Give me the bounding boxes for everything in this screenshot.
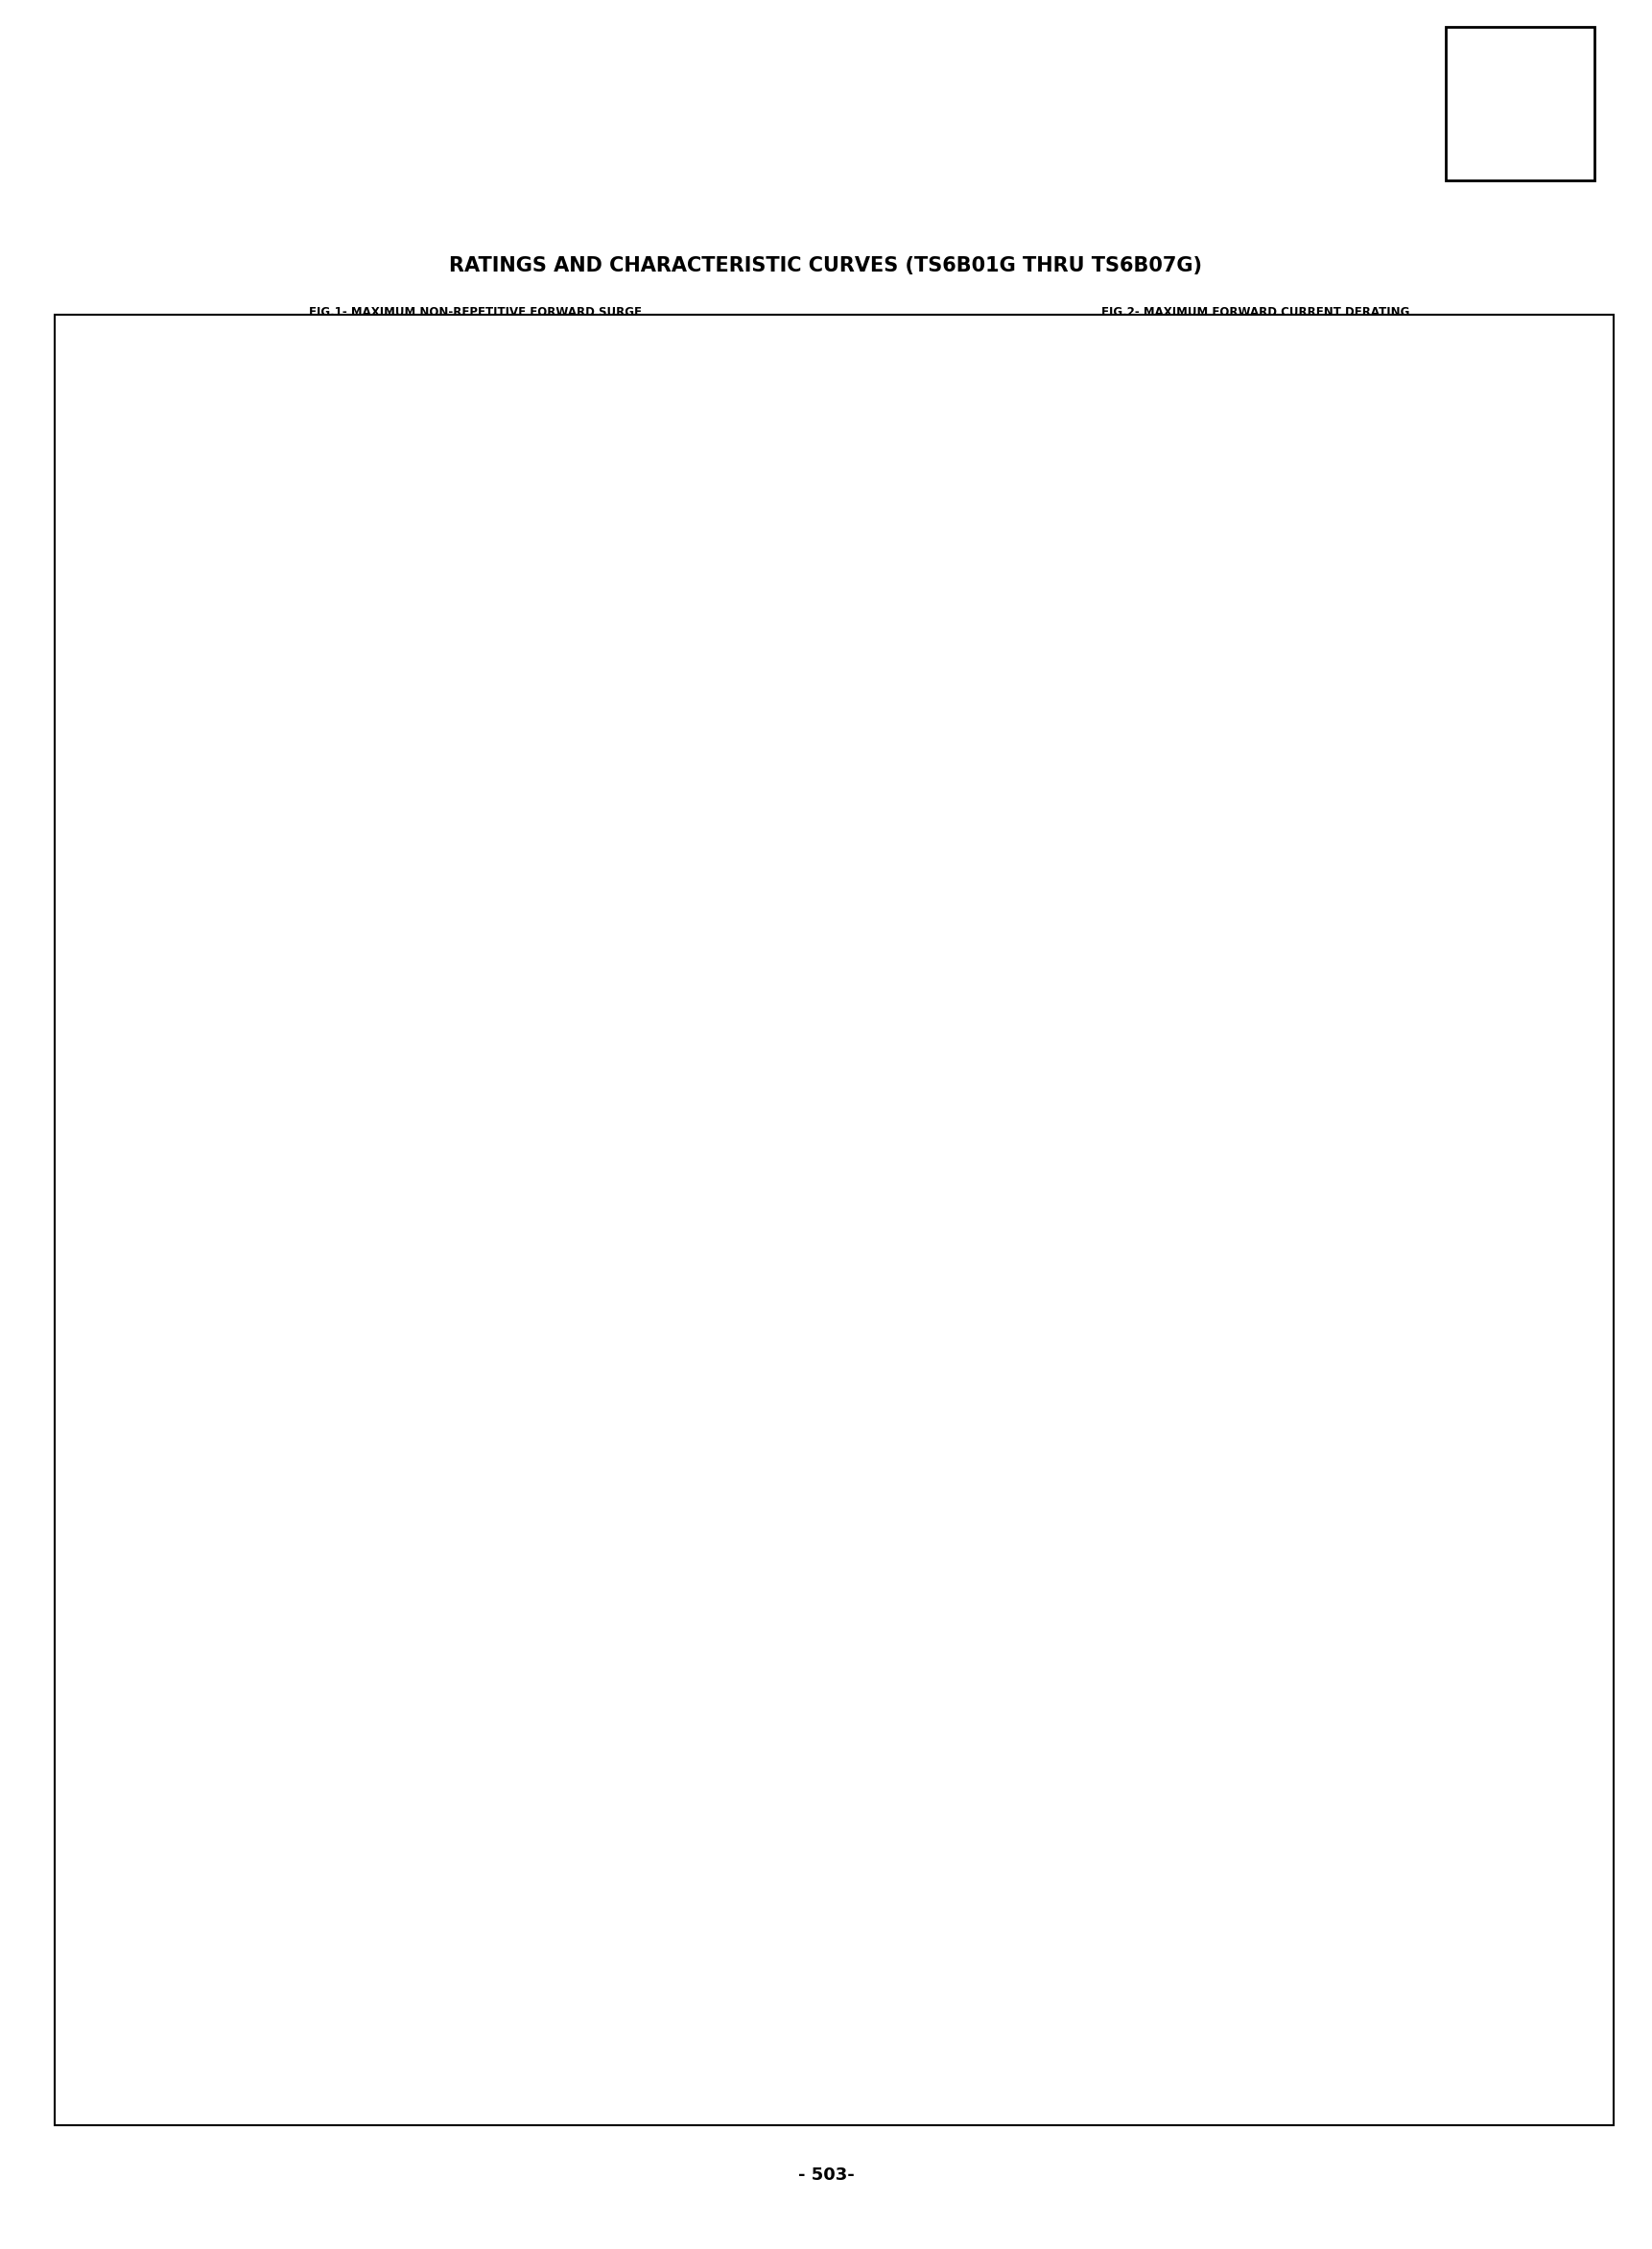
Y-axis label: PEAK FORWARD SURGE CURRENT. (A): PEAK FORWARD SURGE CURRENT. (A) (104, 533, 112, 715)
Y-axis label: INSTANTANEOUS FORWARD CURRENT. (A): INSTANTANEOUS FORWARD CURRENT. (A) (101, 1392, 109, 1597)
X-axis label: PERCENT OF RATED PEAK REVERSE VOLTAGE. (%): PERCENT OF RATED PEAK REVERSE VOLTAGE. (… (1127, 2024, 1384, 2033)
Text: TSC: TSC (1505, 92, 1535, 106)
Title: FIG.2- MAXIMUM FORWARD CURRENT DERATING
CURVE: FIG.2- MAXIMUM FORWARD CURRENT DERATING … (1102, 306, 1409, 335)
Text: MOUNTED ON 4x4 INCH
COPPER PC BOARD
0.5" (12.7mm) LEAD LENGTH: MOUNTED ON 4x4 INCH COPPER PC BOARD 0.5"… (930, 787, 1056, 819)
Text: Tj=25°C: Tj=25°C (1386, 1885, 1429, 1894)
Title: FIG.1- MAXIMUM NON-REPETITIVE FORWARD SURGE
CURRENT PER BRIDGE ELEMENT: FIG.1- MAXIMUM NON-REPETITIVE FORWARD SU… (309, 306, 641, 335)
Text: Tj=25°C
Pulse Width=300μs
1% Duty Cycle: Tj=25°C Pulse Width=300μs 1% Duty Cycle (466, 1806, 550, 1840)
Title: FIG.3- TYPICAL INSTANTANEOUS FORWARD
CHARACTERISTICS PER BRIDGE ELEMENT: FIG.3- TYPICAL INSTANTANEOUS FORWARD CHA… (337, 951, 613, 981)
Y-axis label: AVERAGE FORWARD CURRENT. (A): AVERAGE FORWARD CURRENT. (A) (894, 542, 902, 706)
Text: - 503-: - 503- (798, 2166, 854, 2184)
Title: FIG.4- TYPICAL REVERSE CHARACTERISTICS
PER BRIDGE ELEMENT: FIG.4- TYPICAL REVERSE CHARACTERISTICS P… (1117, 951, 1394, 981)
Text: ⑤: ⑤ (1510, 139, 1530, 157)
Text: Tj=100°C: Tj=100°C (1120, 1280, 1168, 1291)
Text: RATINGS AND CHARACTERISTIC CURVES (TS6B01G THRU TS6B07G): RATINGS AND CHARACTERISTIC CURVES (TS6B0… (449, 256, 1203, 274)
X-axis label: CASE TEMPERATURE. (°C): CASE TEMPERATURE. (°C) (1184, 929, 1327, 938)
X-axis label: FORWARD VOLTAGE. (V): FORWARD VOLTAGE. (V) (408, 2024, 542, 2033)
Y-axis label: INSTANTANEOUS REVERSE CURRENT. (μA): INSTANTANEOUS REVERSE CURRENT. (μA) (881, 1392, 889, 1597)
X-axis label: NUMBER OF CYCLES AT 60Hz: NUMBER OF CYCLES AT 60Hz (395, 929, 555, 938)
